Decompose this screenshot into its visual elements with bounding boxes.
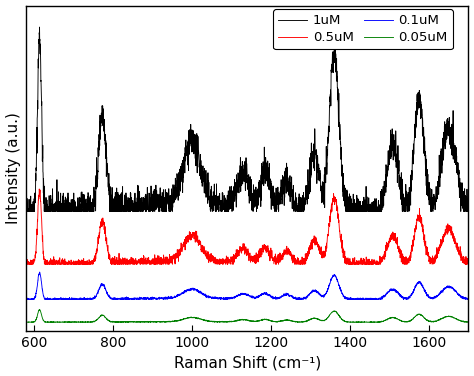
0.05uM [23,320,29,324]
0.5uM [100,219,106,223]
0.5uM [465,261,471,265]
0.1uM [37,270,43,274]
1uM [74,209,80,214]
0.05uM [410,317,415,321]
1uM [410,155,415,159]
0.1uM [100,282,106,287]
0.5uM [74,262,80,267]
X-axis label: Raman Shift (cm⁻¹): Raman Shift (cm⁻¹) [173,355,321,370]
0.05uM [193,316,199,320]
0.05uM [465,320,471,324]
0.1uM [465,297,471,302]
0.1uM [457,293,463,298]
Y-axis label: Intensity (a.u.): Intensity (a.u.) [6,112,20,224]
1uM [212,195,218,200]
0.05uM [212,320,218,324]
0.1uM [193,288,199,292]
0.5uM [23,262,29,267]
Line: 0.1uM: 0.1uM [26,272,468,299]
0.1uM [410,291,415,296]
1uM [23,209,29,214]
0.5uM [457,253,463,257]
0.05uM [100,313,106,318]
0.1uM [74,296,80,301]
0.5uM [193,237,199,241]
0.1uM [23,297,29,302]
1uM [23,205,29,209]
Legend: 1uM, 0.5uM, 0.1uM, 0.05uM: 1uM, 0.5uM, 0.1uM, 0.05uM [273,9,453,49]
0.5uM [212,255,218,259]
1uM [193,152,199,156]
0.1uM [212,296,218,300]
0.05uM [74,320,80,324]
0.5uM [410,244,415,248]
1uM [36,25,42,29]
1uM [465,209,471,213]
Line: 0.05uM: 0.05uM [26,309,468,322]
0.5uM [36,187,42,191]
1uM [457,180,463,185]
0.05uM [457,318,463,323]
1uM [100,117,106,121]
0.05uM [37,307,43,312]
Line: 1uM: 1uM [26,27,468,211]
Line: 0.5uM: 0.5uM [26,189,468,264]
